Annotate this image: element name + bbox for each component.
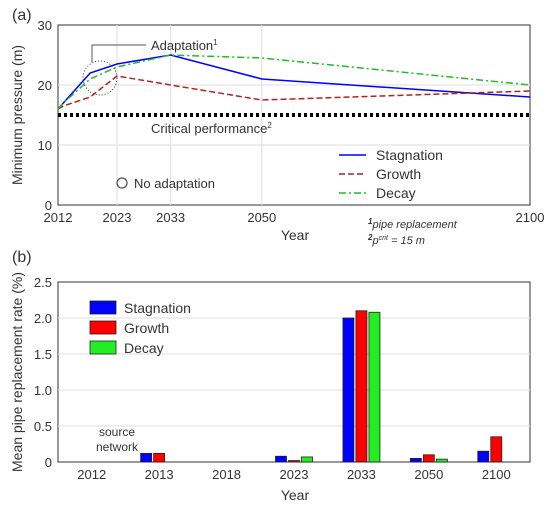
legend-swatch-decay: [89, 340, 117, 355]
panel-a-x-tick-label: 2012: [44, 210, 73, 225]
legend-label-decay: Decay: [124, 340, 164, 356]
source-network-line-2: network: [96, 440, 139, 454]
bar-decay-2050: [435, 458, 448, 463]
bar-stagnation-2023: [275, 455, 287, 463]
legend-swatch-stagnation: [89, 300, 117, 315]
bar-stagnation-2050: [409, 457, 422, 463]
panel-b-label: (b): [12, 249, 32, 266]
panel-a-y-tick-label: 30: [38, 18, 52, 33]
panel-a-x-tick-label: 2023: [103, 210, 132, 225]
bar-stagnation-2033: [342, 317, 355, 463]
legend-label-stagnation: Stagnation: [376, 147, 443, 163]
panel-b-y-ticks: 0 0.5 1.0 1.5 2.0 2.5: [34, 275, 52, 470]
footnote-2-rest: = 15 m: [388, 235, 425, 247]
panel-b-x-tick-label: 2013: [145, 467, 174, 482]
panel-b: (b) 0 0.5 1.0 1.5 2.0 2.5 2012 2013 2018 2023 203…: [9, 249, 531, 503]
panel-b-x-tick-label: 2033: [347, 467, 376, 482]
legend-label-decay: Decay: [376, 185, 416, 201]
critical-sup: 2: [267, 121, 272, 130]
panel-a-y-tick-label: 0: [45, 198, 52, 213]
adaptation-label: Adaptation1: [151, 38, 218, 53]
panel-b-y-tick-label: 0.5: [34, 419, 52, 434]
panel-a-y-ticks: 0 10 20 30: [38, 18, 52, 213]
footnote-1: 1pipe replacement: [368, 217, 458, 231]
adaptation-leader: [91, 44, 146, 62]
bar-growth-2050: [422, 454, 435, 463]
panel-a-x-ticks: 2012 2023 2033 2050 2100: [44, 210, 545, 225]
panel-a-x-tick-label: 2033: [156, 210, 185, 225]
footnote-2-p: p: [371, 235, 378, 247]
panel-a: (a) 0 10 20 30 2012 2023 2033 2050 2100 Adaptat…: [9, 7, 544, 247]
footnote-2-crit: crit: [379, 235, 389, 242]
bar-stagnation-2100: [477, 450, 490, 463]
panel-b-x-ticks: 2012 2013 2018 2023 2033 2050 2100: [77, 467, 510, 482]
bar-decay-2023: [301, 456, 313, 463]
legend-label-growth: Growth: [124, 320, 169, 336]
panel-b-bars: [140, 310, 503, 463]
panel-a-y-tick-label: 10: [38, 138, 52, 153]
bar-stagnation-2013: [140, 452, 153, 463]
footnote-1-sup: 1: [368, 217, 373, 226]
bar-growth-2100: [490, 436, 503, 463]
panel-b-x-axis-label: Year: [281, 487, 310, 503]
series-line-stagnation: [57, 54, 531, 110]
no-adaptation-marker: [116, 177, 128, 189]
adaptation-ellipse: [82, 60, 118, 96]
critical-performance-label: Critical performance2: [151, 121, 272, 136]
series-line-decay: [57, 54, 531, 110]
no-adaptation-label: No adaptation: [134, 176, 215, 191]
bar-growth-2033: [355, 310, 368, 463]
panel-b-x-tick-label: 2023: [280, 467, 309, 482]
legend-label-growth: Growth: [376, 166, 421, 182]
source-network-line-1: source: [99, 425, 135, 439]
critical-text: Critical performance: [151, 121, 267, 136]
panel-a-x-tick-label: 2050: [247, 210, 276, 225]
panel-a-y-tick-label: 20: [38, 78, 52, 93]
panel-a-x-tick-label: 2100: [516, 210, 545, 225]
panel-b-legend: Stagnation Growth Decay: [89, 300, 191, 356]
adaptation-sup: 1: [213, 38, 218, 47]
panel-b-gridlines: [58, 317, 530, 427]
panel-b-y-axis-label: Mean pipe replacement rate (%): [9, 272, 25, 472]
panel-a-y-axis-label: Minimum pressure (m): [9, 45, 25, 185]
series-line-growth: [57, 75, 531, 110]
bar-growth-2023: [288, 460, 300, 463]
footnote-2-sup: 2: [367, 233, 373, 242]
panel-a-label: (a): [12, 7, 32, 24]
footnote-1-text: pipe replacement: [371, 219, 457, 231]
panel-a-series-lines: [57, 54, 531, 110]
panel-b-x-tick-label: 2012: [77, 467, 106, 482]
adaptation-text: Adaptation: [151, 38, 213, 53]
legend-label-stagnation: Stagnation: [124, 300, 191, 316]
bar-growth-2013: [153, 452, 166, 463]
panel-b-y-tick-label: 1.5: [34, 347, 52, 362]
panel-a-legend: Stagnation Growth Decay: [339, 147, 443, 201]
footnote-2: 2pcrit = 15 m: [367, 233, 425, 247]
panel-b-y-tick-label: 1.0: [34, 383, 52, 398]
panel-a-x-axis-label: Year: [281, 227, 310, 243]
bar-decay-2033: [368, 311, 381, 463]
panel-b-y-tick-label: 2.0: [34, 311, 52, 326]
panel-b-x-tick-label: 2050: [414, 467, 443, 482]
panel-b-y-tick-label: 2.5: [34, 275, 52, 290]
panel-b-y-tick-label: 0: [45, 455, 52, 470]
legend-swatch-growth: [89, 320, 117, 335]
panel-b-x-tick-label: 2100: [482, 467, 511, 482]
panel-b-x-tick-label: 2018: [212, 467, 241, 482]
